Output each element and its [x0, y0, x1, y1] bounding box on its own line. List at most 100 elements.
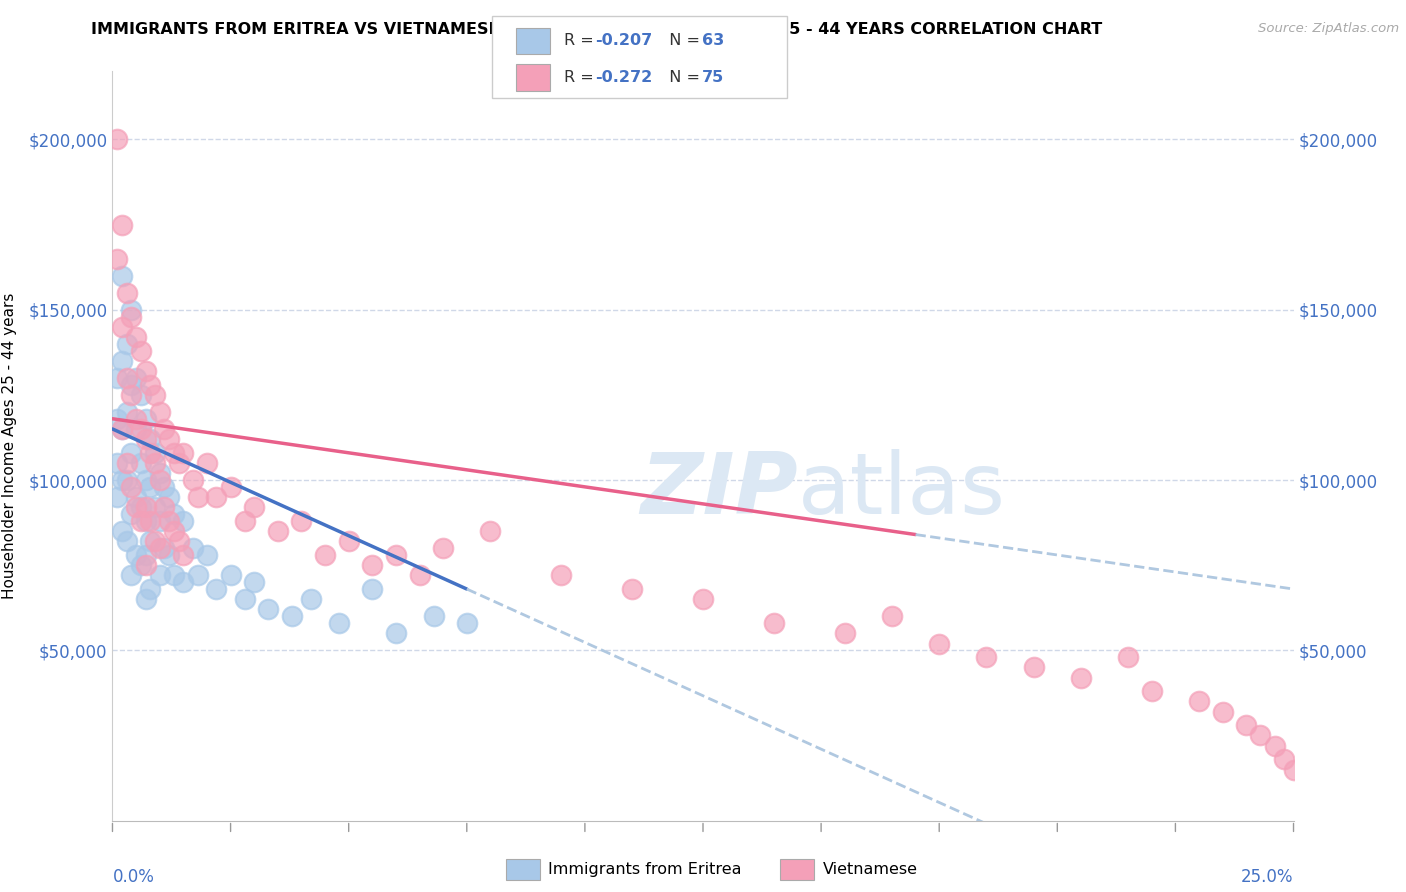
- Point: [337, 534, 360, 549]
- Point: [328, 616, 350, 631]
- Point: [115, 285, 138, 300]
- Point: [135, 548, 157, 562]
- Point: [120, 377, 142, 392]
- Point: [479, 524, 502, 538]
- Point: [129, 514, 152, 528]
- Point: [120, 568, 142, 582]
- Point: [157, 514, 180, 528]
- Point: [1249, 729, 1271, 743]
- Y-axis label: Householder Income Ages 25 - 44 years: Householder Income Ages 25 - 44 years: [3, 293, 17, 599]
- Point: [125, 411, 148, 425]
- Point: [135, 592, 157, 607]
- Point: [120, 302, 142, 317]
- Point: [408, 568, 430, 582]
- Point: [157, 490, 180, 504]
- Point: [149, 541, 172, 556]
- Point: [299, 592, 322, 607]
- Point: [1272, 752, 1295, 766]
- Point: [257, 602, 280, 616]
- Point: [125, 422, 148, 436]
- Point: [135, 514, 157, 528]
- Point: [139, 432, 162, 446]
- Point: [167, 534, 190, 549]
- Point: [120, 446, 142, 460]
- Point: [195, 456, 218, 470]
- Point: [139, 446, 162, 460]
- Point: [163, 568, 186, 582]
- Point: [976, 650, 998, 665]
- Point: [120, 310, 142, 324]
- Point: [153, 480, 176, 494]
- Text: 75: 75: [702, 70, 724, 85]
- Point: [153, 500, 176, 515]
- Point: [125, 490, 148, 504]
- Text: N =: N =: [659, 34, 706, 48]
- Point: [149, 405, 172, 419]
- Point: [143, 446, 166, 460]
- Point: [1070, 671, 1092, 685]
- Point: [105, 371, 128, 385]
- Text: R =: R =: [564, 70, 599, 85]
- Point: [135, 432, 157, 446]
- Point: [125, 548, 148, 562]
- Point: [115, 534, 138, 549]
- Point: [105, 490, 128, 504]
- Point: [153, 422, 176, 436]
- Point: [880, 609, 903, 624]
- Point: [149, 568, 172, 582]
- Point: [181, 473, 204, 487]
- Point: [1140, 684, 1163, 698]
- Point: [135, 558, 157, 573]
- Point: [149, 467, 172, 481]
- Point: [243, 500, 266, 515]
- Point: [135, 411, 157, 425]
- Point: [135, 500, 157, 515]
- Text: Immigrants from Eritrea: Immigrants from Eritrea: [548, 863, 742, 877]
- Point: [157, 432, 180, 446]
- Point: [111, 354, 134, 368]
- Point: [834, 626, 856, 640]
- Text: Source: ZipAtlas.com: Source: ZipAtlas.com: [1258, 22, 1399, 36]
- Point: [111, 422, 134, 436]
- Point: [120, 480, 142, 494]
- Point: [219, 480, 242, 494]
- Point: [172, 575, 194, 590]
- Point: [314, 548, 336, 562]
- Point: [1212, 705, 1234, 719]
- Point: [143, 456, 166, 470]
- Point: [139, 377, 162, 392]
- Point: [129, 500, 152, 515]
- Point: [129, 343, 152, 358]
- Point: [422, 609, 444, 624]
- Point: [111, 473, 134, 487]
- Point: [456, 616, 478, 631]
- Point: [120, 507, 142, 521]
- Point: [172, 514, 194, 528]
- Point: [129, 422, 152, 436]
- Point: [163, 446, 186, 460]
- Point: [157, 548, 180, 562]
- Point: [105, 411, 128, 425]
- Text: Vietnamese: Vietnamese: [823, 863, 918, 877]
- Point: [105, 456, 128, 470]
- Point: [129, 558, 152, 573]
- Point: [1022, 660, 1045, 674]
- Text: R =: R =: [564, 34, 599, 48]
- Point: [111, 319, 134, 334]
- Point: [115, 456, 138, 470]
- Point: [361, 558, 384, 573]
- Point: [621, 582, 644, 596]
- Text: atlas: atlas: [797, 450, 1005, 533]
- Point: [143, 534, 166, 549]
- Point: [205, 582, 228, 596]
- Point: [267, 524, 290, 538]
- Point: [105, 252, 128, 266]
- Point: [163, 507, 186, 521]
- Point: [111, 218, 134, 232]
- Point: [186, 490, 208, 504]
- Point: [762, 616, 785, 631]
- Point: [928, 636, 950, 650]
- Point: [153, 541, 176, 556]
- Point: [550, 568, 572, 582]
- Point: [125, 330, 148, 344]
